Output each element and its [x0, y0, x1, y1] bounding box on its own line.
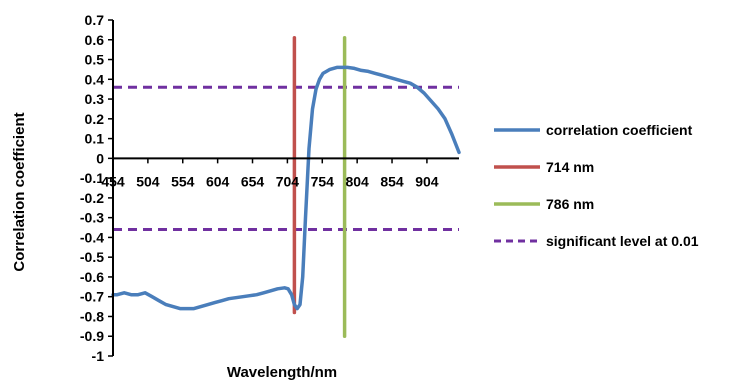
y-tick-label: 0.4 [85, 71, 105, 87]
axes: 0.7 0.6 0.5 0.4 0.3 0.2 0.1 0 -0.1 -0.2 -0.3 -0.4 -0… [80, 12, 459, 364]
y-tick-label: -0.1 [80, 170, 104, 186]
y-axis-title: Correlation coefficient [11, 112, 28, 271]
y-tick-label: 0.5 [85, 52, 105, 68]
y-tick-label: 0 [96, 150, 104, 166]
x-tick-label: 504 [136, 173, 160, 189]
y-tick-label: -1 [92, 348, 105, 364]
y-tick-label: -0.8 [80, 308, 104, 324]
legend-label: correlation coefficient [546, 122, 693, 138]
legend-label: significant level at 0.01 [546, 233, 699, 249]
y-tick-label: -0.3 [80, 210, 104, 226]
x-tick-label: 854 [380, 173, 404, 189]
x-tick-label: 454 [101, 173, 125, 189]
plot-area [111, 36, 461, 338]
y-tick-label: 0.2 [85, 111, 105, 127]
y-tick-label: 0.3 [85, 91, 105, 107]
x-tick-label: 904 [415, 173, 439, 189]
y-tick-label: -0.5 [80, 249, 104, 265]
x-axis-title: Wavelength/nm [227, 364, 337, 380]
y-tick-label: -0.6 [80, 269, 104, 285]
x-tick-label: 804 [345, 173, 369, 189]
x-tick-label: 704 [276, 173, 300, 189]
legend-label: 714 nm [546, 159, 594, 175]
x-tick-label: 604 [206, 173, 230, 189]
y-tick-label: -0.2 [80, 190, 104, 206]
x-tick-label: 554 [171, 173, 195, 189]
legend: correlation coefficient 714 nm 786 nm signi… [494, 122, 699, 249]
y-tick-label: -0.4 [80, 229, 104, 245]
legend-label: 786 nm [546, 196, 594, 212]
x-tick-label: 754 [311, 173, 335, 189]
y-tick-label: 0.6 [85, 32, 105, 48]
x-tick-label: 654 [241, 173, 265, 189]
y-tick-label: 0.1 [85, 131, 105, 147]
y-tick-label: -0.7 [80, 289, 104, 305]
correlation-curve [111, 65, 461, 311]
y-tick-label: 0.7 [85, 12, 105, 28]
y-tick-label: -0.9 [80, 328, 104, 344]
